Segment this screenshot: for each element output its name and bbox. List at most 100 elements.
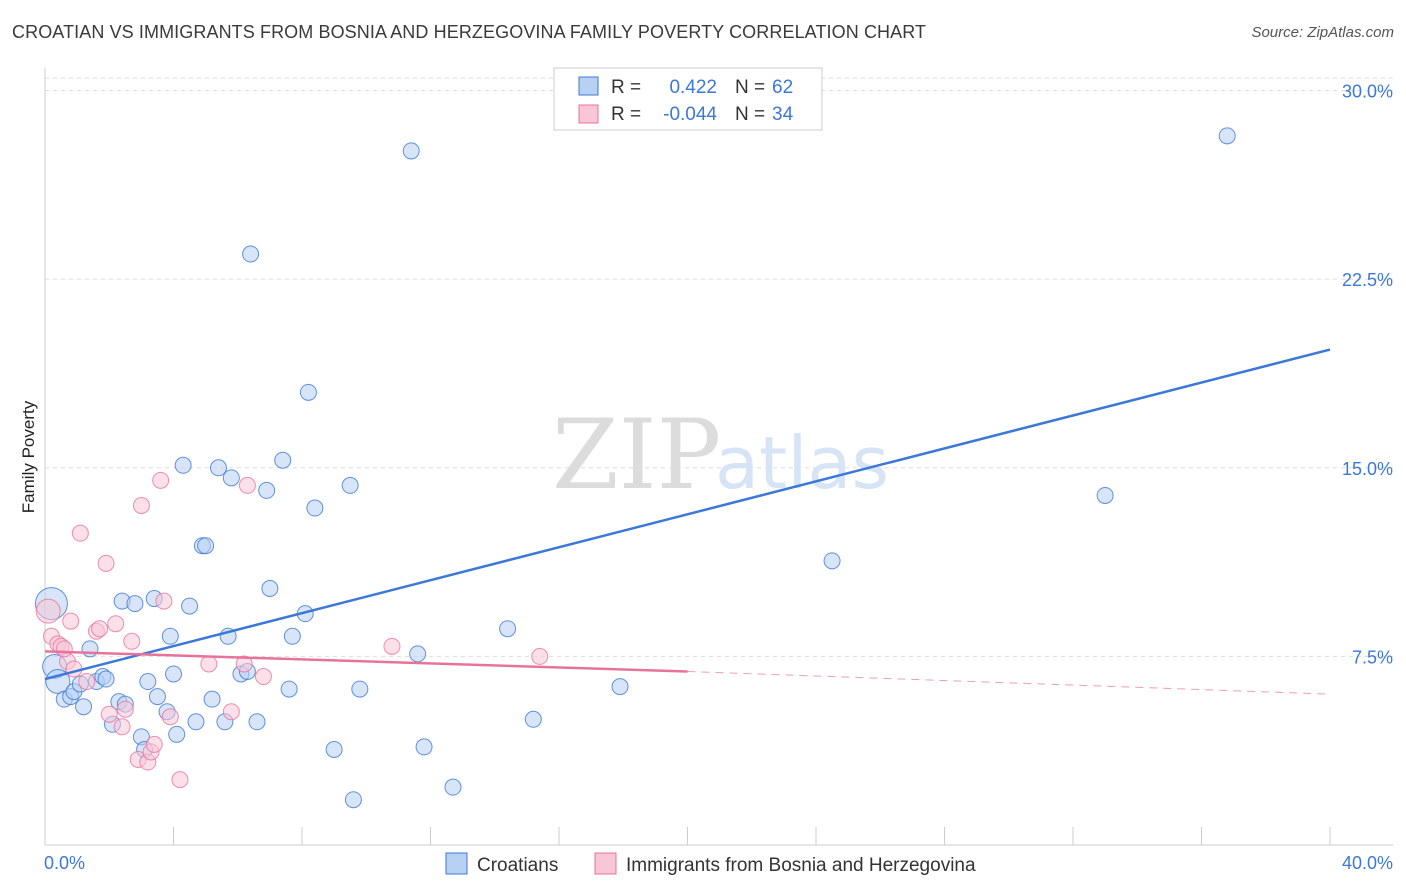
point-croatians xyxy=(524,710,542,728)
y-tick-label: 22.5% xyxy=(1342,270,1393,290)
trendline-croatians xyxy=(44,348,1331,681)
point-croatians xyxy=(168,725,186,743)
point-croatians xyxy=(444,778,462,796)
point-croatians xyxy=(409,645,427,663)
source-label: Source: ZipAtlas.com xyxy=(1251,24,1394,41)
y-tick-label: 30.0% xyxy=(1342,82,1393,102)
point-bosnia xyxy=(155,592,173,610)
point-croatians xyxy=(402,142,420,160)
point-croatians xyxy=(165,665,182,683)
point-croatians xyxy=(299,383,317,401)
point-bosnia xyxy=(383,637,401,655)
point-croatians xyxy=(181,597,199,615)
point-croatians xyxy=(126,595,144,613)
data-points xyxy=(34,127,1236,809)
point-croatians xyxy=(415,738,433,756)
point-croatians xyxy=(161,627,179,645)
point-bosnia xyxy=(71,524,89,542)
point-bosnia xyxy=(152,471,170,489)
point-croatians xyxy=(341,476,359,494)
axes xyxy=(44,68,1393,846)
bottom-legend-swatch-croatians xyxy=(445,852,468,875)
point-bosnia xyxy=(91,620,109,638)
stats-legend-box xyxy=(553,67,823,131)
point-croatians xyxy=(148,688,166,706)
point-croatians xyxy=(203,690,221,708)
point-croatians xyxy=(261,579,279,597)
point-bosnia xyxy=(116,700,134,718)
chart-title: CROATIAN VS IMMIGRANTS FROM BOSNIA AND H… xyxy=(12,22,927,42)
legend-swatch-croatians xyxy=(578,76,599,96)
x-tick-label-max: 40.0% xyxy=(1342,853,1393,873)
bottom-legend-label-croatians: Croatians xyxy=(477,855,558,876)
y-axis-label: Family Poverty xyxy=(19,400,38,513)
point-croatians xyxy=(209,459,227,477)
point-bosnia xyxy=(62,612,80,630)
point-croatians xyxy=(75,698,93,716)
gridlines xyxy=(45,77,1393,657)
point-croatians xyxy=(823,552,841,570)
point-croatians xyxy=(1096,486,1114,504)
bottom-legend-label-bosnia: Immigrants from Bosnia and Herzegovina xyxy=(626,855,976,876)
point-bosnia xyxy=(113,718,131,736)
point-bosnia xyxy=(132,497,150,515)
point-croatians xyxy=(280,680,298,698)
legend-swatch-bosnia xyxy=(578,104,599,124)
legend-n-label-2: N = xyxy=(735,104,765,125)
point-croatians xyxy=(344,791,362,809)
legend-r-label-2: R = xyxy=(611,104,641,125)
point-bosnia xyxy=(97,554,115,572)
legend-n-label-1: N = xyxy=(735,77,765,98)
series-legend: Croatians Immigrants from Bosnia and Her… xyxy=(445,852,976,876)
point-bosnia xyxy=(238,476,256,494)
y-tick-labels: 7.5% 15.0% 22.5% 30.0% xyxy=(1342,82,1393,668)
point-croatians xyxy=(222,469,240,487)
point-bosnia xyxy=(200,655,218,673)
point-croatians xyxy=(306,499,324,517)
stats-legend: R = 0.422 N = 62 R = -0.044 N = 34 xyxy=(553,67,823,131)
legend-r-label-1: R = xyxy=(611,77,641,98)
point-bosnia xyxy=(100,705,118,723)
point-bosnia xyxy=(531,647,549,665)
point-croatians xyxy=(325,740,343,758)
point-croatians xyxy=(499,620,517,638)
point-bosnia xyxy=(55,640,73,658)
point-croatians xyxy=(283,627,301,645)
point-bosnia xyxy=(123,632,141,650)
trendline-bosnia xyxy=(44,650,688,673)
y-tick-label: 15.0% xyxy=(1342,459,1393,479)
point-croatians xyxy=(248,713,266,731)
point-croatians xyxy=(197,537,215,555)
point-croatians xyxy=(139,673,157,691)
watermark-zip: ZIP xyxy=(552,399,721,511)
point-croatians xyxy=(351,680,369,698)
legend-r-value-1: 0.422 xyxy=(669,77,717,98)
watermark: ZIP atlas xyxy=(552,399,889,511)
point-croatians xyxy=(81,640,99,658)
legend-n-value-2: 34 xyxy=(772,104,794,125)
point-croatians xyxy=(45,669,71,695)
point-bosnia xyxy=(35,598,61,624)
bottom-legend-swatch-bosnia xyxy=(594,852,617,875)
point-bosnia xyxy=(161,708,179,726)
point-bosnia xyxy=(171,771,189,789)
watermark-atlas: atlas xyxy=(715,421,889,505)
legend-r-value-2: -0.044 xyxy=(663,104,717,125)
point-croatians xyxy=(611,678,629,696)
point-bosnia xyxy=(222,703,240,721)
point-bosnia xyxy=(78,673,96,691)
point-croatians xyxy=(174,456,192,474)
point-bosnia xyxy=(145,735,163,753)
point-croatians xyxy=(97,670,115,688)
y-tick-label: 7.5% xyxy=(1352,647,1393,667)
legend-n-value-1: 62 xyxy=(772,77,793,98)
point-bosnia xyxy=(235,655,253,673)
trendlines xyxy=(44,348,1331,695)
x-tick-label-min: 0.0% xyxy=(44,853,85,873)
point-croatians xyxy=(1218,127,1236,145)
point-bosnia xyxy=(254,668,272,686)
point-croatians xyxy=(274,451,292,469)
trendline-bosnia-extension xyxy=(687,670,1331,695)
point-croatians xyxy=(258,481,276,499)
